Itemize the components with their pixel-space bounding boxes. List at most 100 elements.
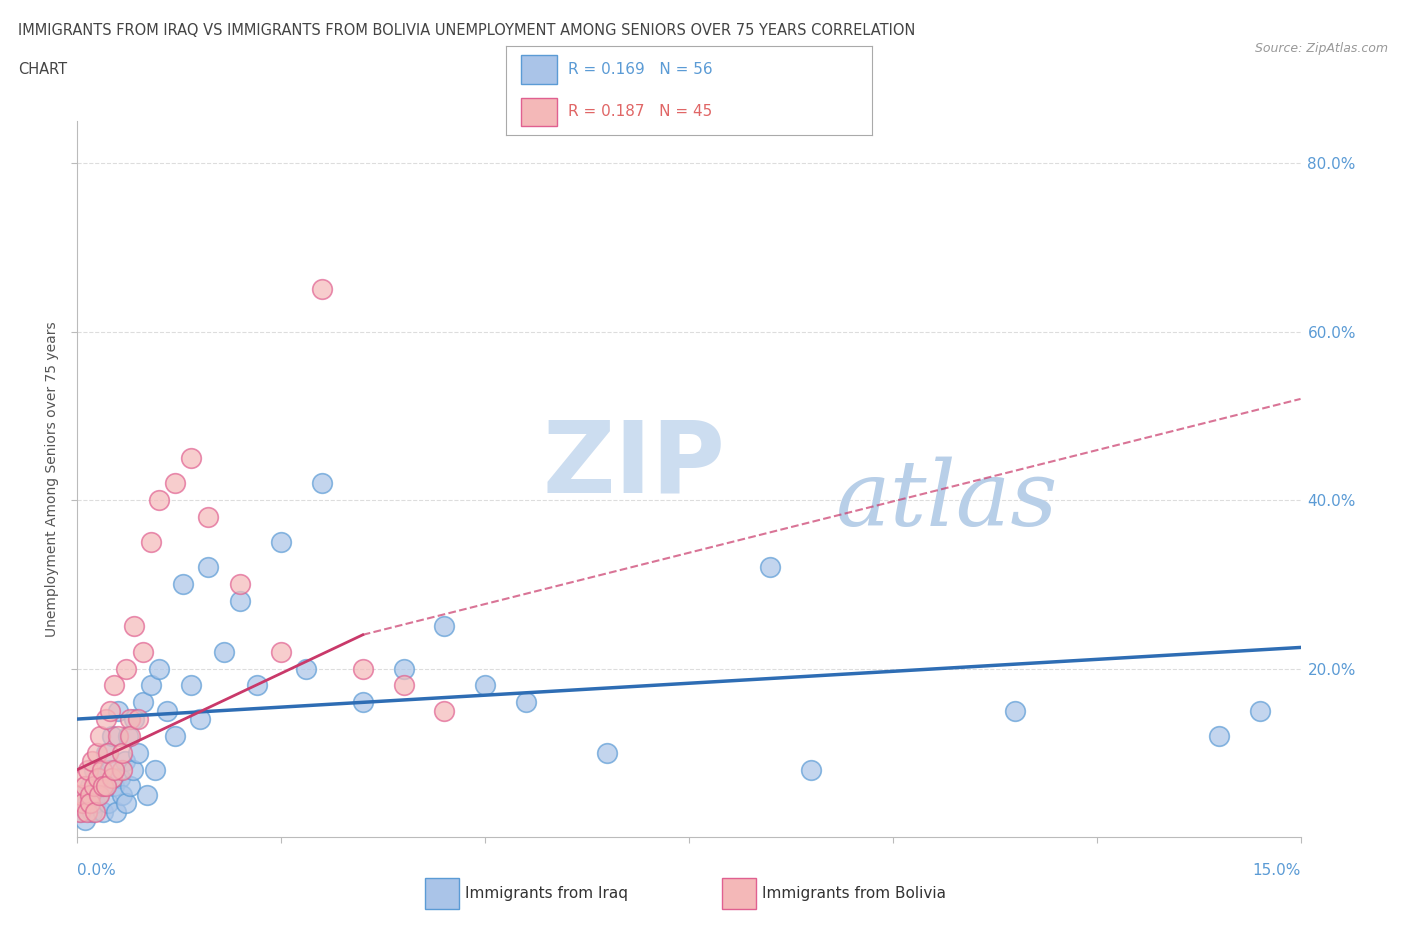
Point bbox=[392, 661, 415, 676]
Point bbox=[131, 644, 153, 659]
Point bbox=[97, 796, 120, 811]
Bar bbox=[721, 878, 755, 909]
Point bbox=[98, 703, 121, 718]
Point bbox=[188, 711, 211, 726]
Point bbox=[89, 728, 111, 743]
Point bbox=[143, 763, 166, 777]
Point bbox=[115, 796, 138, 811]
Point bbox=[103, 763, 125, 777]
Point bbox=[294, 661, 316, 676]
Point bbox=[1249, 703, 1271, 718]
Point bbox=[124, 711, 146, 726]
Point bbox=[108, 771, 131, 786]
Text: R = 0.169   N = 56: R = 0.169 N = 56 bbox=[568, 62, 713, 77]
Point bbox=[114, 753, 136, 768]
Y-axis label: Unemployment Among Seniors over 75 years: Unemployment Among Seniors over 75 years bbox=[45, 321, 59, 637]
Point bbox=[79, 796, 101, 811]
Point bbox=[433, 619, 456, 634]
Point bbox=[139, 678, 162, 693]
Bar bbox=[520, 98, 557, 126]
Point bbox=[103, 779, 125, 794]
Point bbox=[70, 804, 93, 819]
Point bbox=[172, 577, 194, 591]
Point bbox=[97, 745, 120, 760]
Point bbox=[76, 804, 98, 819]
Point bbox=[121, 763, 143, 777]
Point bbox=[72, 796, 94, 811]
Point bbox=[165, 476, 187, 491]
Point bbox=[83, 779, 105, 794]
Point bbox=[87, 788, 110, 803]
Point bbox=[94, 745, 117, 760]
Point bbox=[105, 804, 128, 819]
Point bbox=[229, 593, 252, 608]
Point bbox=[79, 788, 101, 803]
Point bbox=[79, 779, 101, 794]
Point bbox=[128, 711, 150, 726]
Point bbox=[83, 763, 105, 777]
Point bbox=[128, 745, 150, 760]
Point bbox=[212, 644, 235, 659]
Point bbox=[75, 779, 97, 794]
Point bbox=[759, 560, 782, 575]
Point bbox=[596, 745, 619, 760]
Point bbox=[131, 695, 153, 710]
Point bbox=[111, 763, 134, 777]
Point bbox=[86, 745, 108, 760]
Point bbox=[120, 779, 142, 794]
Point bbox=[84, 804, 107, 819]
Point bbox=[94, 779, 117, 794]
Point bbox=[148, 661, 170, 676]
Point bbox=[103, 678, 125, 693]
Point bbox=[246, 678, 269, 693]
Text: ZIP: ZIP bbox=[543, 416, 725, 513]
Point bbox=[73, 771, 96, 786]
Point bbox=[120, 728, 142, 743]
Point bbox=[352, 661, 374, 676]
Point bbox=[100, 728, 122, 743]
Point bbox=[474, 678, 496, 693]
Point bbox=[1208, 728, 1230, 743]
Bar bbox=[425, 878, 458, 909]
Point bbox=[89, 788, 111, 803]
Point bbox=[117, 728, 139, 743]
Point bbox=[87, 771, 110, 786]
Point bbox=[75, 813, 97, 828]
Point bbox=[270, 535, 292, 550]
Point bbox=[84, 796, 107, 811]
Point bbox=[90, 763, 112, 777]
Point bbox=[107, 728, 129, 743]
Point bbox=[98, 763, 121, 777]
Point bbox=[197, 510, 219, 525]
Point bbox=[77, 763, 100, 777]
Point bbox=[93, 804, 115, 819]
Point bbox=[392, 678, 415, 693]
Text: Immigrants from Iraq: Immigrants from Iraq bbox=[465, 885, 628, 901]
Point bbox=[180, 450, 202, 465]
Point bbox=[70, 788, 93, 803]
Point bbox=[80, 804, 103, 819]
Point bbox=[69, 804, 91, 819]
Point bbox=[100, 771, 122, 786]
Text: atlas: atlas bbox=[835, 457, 1059, 545]
Text: R = 0.187   N = 45: R = 0.187 N = 45 bbox=[568, 104, 713, 119]
Bar bbox=[520, 56, 557, 84]
Point bbox=[90, 779, 112, 794]
Point bbox=[111, 745, 134, 760]
Point bbox=[311, 476, 333, 491]
Text: CHART: CHART bbox=[18, 62, 67, 77]
Text: Source: ZipAtlas.com: Source: ZipAtlas.com bbox=[1254, 42, 1388, 55]
Point bbox=[1004, 703, 1026, 718]
Text: Immigrants from Bolivia: Immigrants from Bolivia bbox=[762, 885, 946, 901]
Point bbox=[120, 711, 142, 726]
Point bbox=[73, 788, 96, 803]
Point bbox=[115, 661, 138, 676]
Text: IMMIGRANTS FROM IRAQ VS IMMIGRANTS FROM BOLIVIA UNEMPLOYMENT AMONG SENIORS OVER : IMMIGRANTS FROM IRAQ VS IMMIGRANTS FROM … bbox=[18, 23, 915, 38]
Point bbox=[311, 282, 333, 297]
Point bbox=[135, 788, 157, 803]
Point bbox=[800, 763, 823, 777]
Point bbox=[148, 493, 170, 508]
Point bbox=[94, 711, 117, 726]
Point bbox=[433, 703, 456, 718]
Point bbox=[180, 678, 202, 693]
